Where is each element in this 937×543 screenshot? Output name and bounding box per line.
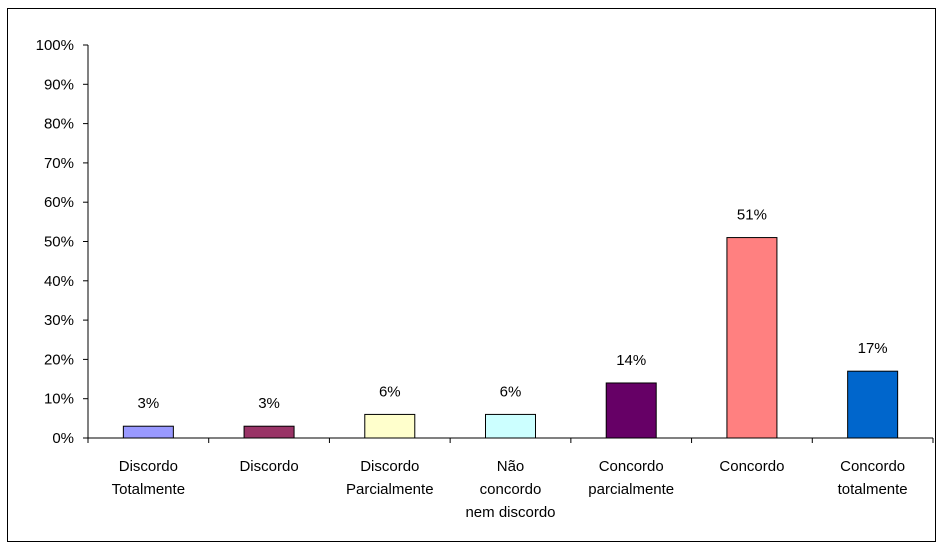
y-tick-label: 60%	[44, 194, 74, 211]
bar	[485, 413, 536, 439]
chart-frame	[7, 8, 936, 542]
bar	[364, 413, 416, 439]
category-label: Não concordo nem discordo	[465, 458, 555, 521]
bar-value-label: 17%	[858, 340, 888, 357]
y-tick-label: 40%	[44, 273, 74, 290]
y-tick-label: 90%	[44, 76, 74, 93]
bar-value-label: 14%	[616, 352, 646, 369]
y-tick-label: 80%	[44, 116, 74, 133]
bar-value-label: 3%	[138, 395, 160, 412]
category-label: Discordo Totalmente	[112, 458, 185, 498]
category-label: Discordo Parcialmente	[346, 458, 434, 498]
bar	[243, 425, 295, 439]
category-label: Discordo	[239, 458, 298, 475]
bar-value-label: 6%	[379, 383, 401, 400]
category-label: Concordo parcialmente	[588, 458, 674, 498]
bar-value-label: 3%	[258, 395, 280, 412]
y-tick-label: 0%	[52, 430, 74, 447]
y-tick-label: 10%	[44, 391, 74, 408]
category-label: Concordo totalmente	[838, 458, 908, 498]
y-tick-label: 100%	[36, 37, 74, 54]
category-label: Concordo	[719, 458, 784, 475]
y-tick-label: 50%	[44, 234, 74, 251]
y-tick-label: 20%	[44, 351, 74, 368]
bar	[726, 237, 778, 439]
y-tick-label: 30%	[44, 312, 74, 329]
bar	[847, 370, 899, 439]
bar	[605, 382, 657, 439]
bar-value-label: 6%	[500, 383, 522, 400]
y-tick-label: 70%	[44, 155, 74, 172]
bar-value-label: 51%	[737, 207, 767, 224]
bar	[122, 425, 174, 439]
